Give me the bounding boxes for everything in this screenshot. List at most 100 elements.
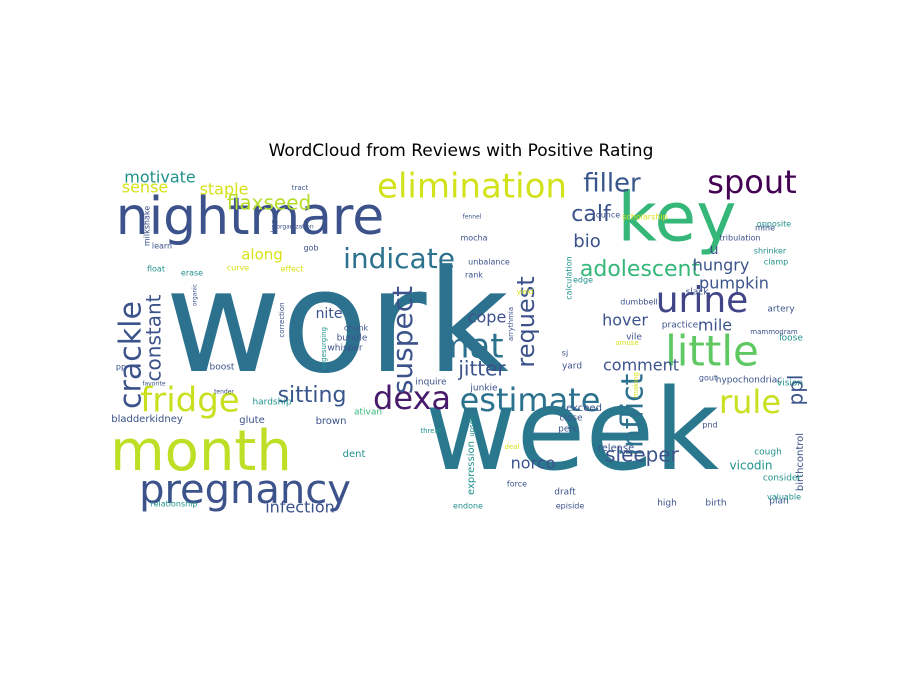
cloud-word-high: high [657, 499, 677, 509]
cloud-word-unbalance: unbalance [468, 258, 510, 267]
cloud-word-keg: keg [270, 220, 278, 233]
cloud-word-edge: edge [573, 276, 593, 285]
cloud-word-release: release [598, 443, 634, 454]
cloud-word-u: u [710, 242, 719, 258]
cloud-word-plan: plan [769, 497, 788, 507]
cloud-word-month: month [112, 419, 292, 484]
cloud-word-perc: perc [558, 425, 578, 435]
cloud-word-mammogram: mammogram [750, 328, 798, 336]
cloud-word-mocha: mocha [460, 234, 487, 243]
cloud-word-consider: consider [763, 474, 802, 484]
word-cloud: work week nightmare key month pregnancy elimin… [112, 170, 810, 516]
cloud-word-estimate: estimate [460, 381, 601, 419]
cloud-word-mat: mat [436, 327, 503, 367]
cloud-word-dumbbell: dumbbell [620, 298, 657, 307]
cloud-word-vision: vision [777, 379, 803, 389]
cloud-word-key: key [617, 179, 736, 258]
cloud-word-ounce: ounce [596, 211, 620, 220]
cloud-word-vile: vile [626, 333, 642, 343]
cloud-word-scholarship: scholarship [622, 213, 667, 222]
cloud-word-sleeper: sleeper [605, 443, 680, 467]
cloud-word-practice: practice [662, 321, 699, 331]
cloud-word-organization: organization [276, 224, 314, 231]
cloud-word-tract: tract [292, 184, 309, 192]
cloud-word-arrythmia: arrythmia [507, 307, 515, 341]
cloud-word-glute: glute [239, 415, 265, 426]
cloud-word-cope: cope [468, 308, 507, 327]
cloud-word-brown: brown [316, 416, 347, 427]
cloud-word-mine: mine [755, 224, 775, 233]
cloud-word-boost: boost [210, 363, 235, 373]
cloud-word-sj: sj [562, 349, 568, 358]
cloud-word-flaxseed: flaxseed [227, 191, 311, 215]
cloud-word-correction: correction [278, 302, 286, 337]
cloud-word-request: request [512, 276, 540, 367]
cloud-word-suspect: suspect [386, 286, 419, 394]
cloud-word-fridge: fridge [140, 381, 239, 421]
cloud-word-endone: endone [453, 502, 483, 511]
cloud-word-elimination: elimination [377, 170, 567, 207]
cloud-word-pregnancy: pregnancy [139, 467, 351, 513]
cloud-word-calf: calf [571, 202, 612, 227]
cloud-word-urine: urine [656, 280, 749, 321]
cloud-word-effect: effect [281, 265, 304, 274]
cloud-word-force: force [507, 480, 527, 489]
cloud-word-float: float [147, 265, 165, 274]
cloud-word-ppl: ppl [784, 375, 808, 406]
cloud-word-spout: spout [707, 170, 796, 201]
cloud-word-hover: hover [602, 311, 648, 330]
cloud-word-little: little [665, 327, 759, 376]
cloud-word-vicodin: vicodin [730, 459, 773, 473]
cloud-word-whisper: whisper [327, 344, 363, 354]
cloud-word-comment: comment [603, 356, 679, 375]
cloud-word-sense: sense [122, 178, 169, 197]
cloud-word-fennel: fennel [463, 214, 482, 221]
cloud-word-clamp: clamp [764, 258, 788, 267]
cloud-word-episide: episide [556, 502, 585, 511]
cloud-word-learn: learn [152, 242, 172, 251]
cloud-word-pp: pp [116, 363, 126, 372]
cloud-word-gout: gout [699, 374, 717, 383]
cloud-word-sitting: sitting [278, 383, 347, 408]
cloud-word-slack: slack [686, 288, 710, 298]
cloud-word-rule: rule [719, 383, 781, 421]
cloud-word-amuse: amuse [615, 339, 639, 347]
cloud-word-nightmare: nightmare [116, 187, 385, 247]
cloud-word-staple: staple [200, 180, 249, 199]
cloud-word-along: along [241, 246, 283, 264]
cloud-word-crackle: crackle [114, 301, 149, 409]
cloud-word-organic: organic [192, 284, 199, 306]
cloud-word-constant: constant [142, 294, 166, 381]
cloud-word-birthcontrol: birthcontrol [795, 433, 806, 491]
cloud-word-tender: tender [214, 389, 234, 396]
figure-title: WordCloud from Reviews with Positive Rat… [268, 141, 654, 161]
cloud-word-week: week [425, 366, 719, 496]
cloud-word-close: close [559, 414, 583, 424]
cloud-word-motivate: motivate [124, 170, 195, 187]
cloud-word-bio: bio [573, 231, 600, 252]
cloud-word-pnd: pnd [702, 421, 717, 430]
cloud-word-artery: artery [767, 305, 795, 315]
cloud-word-deal: deal [505, 443, 520, 451]
cloud-word-junkie: junkie [469, 384, 498, 394]
cloud-word-filler: filler [583, 170, 641, 199]
cloud-word-favorite: favorite [142, 381, 165, 388]
cloud-word-shrinker: shrinker [754, 247, 787, 256]
cloud-word-hungry: hungry [693, 256, 750, 275]
cloud-word-calculation: calculation [565, 256, 574, 299]
cloud-word-relationship: relationship [150, 500, 197, 509]
cloud-word-dexa: dexa [373, 379, 451, 417]
cloud-word-inflict: inflict [616, 373, 651, 456]
cloud-word-ativan: ativan [354, 408, 382, 418]
cloud-word-yield: yield [517, 288, 534, 296]
cloud-word-making: making [632, 372, 640, 398]
cloud-word-pumpkin: pumpkin [699, 274, 769, 293]
cloud-word-infection: infection [265, 498, 335, 517]
cloud-word-birth: birth [705, 499, 726, 509]
cloud-word-draft: draft [554, 488, 576, 498]
cloud-word-curve: curve [227, 264, 249, 273]
cloud-word-cough: cough [754, 448, 782, 458]
cloud-word-upset: upset [468, 417, 476, 437]
cloud-word-nite: nite [316, 306, 343, 322]
